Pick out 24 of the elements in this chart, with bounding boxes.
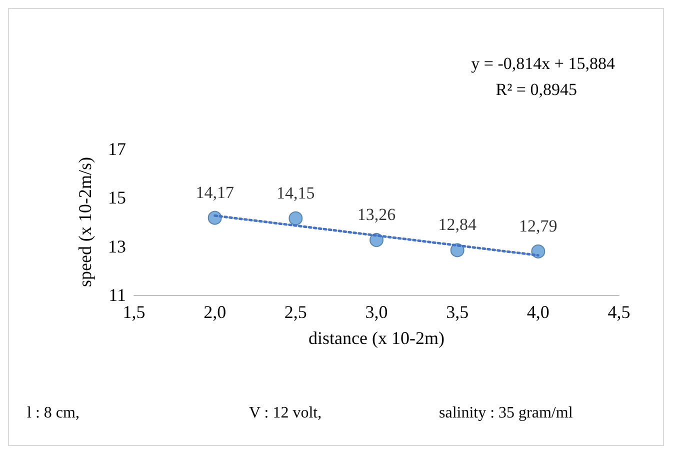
- x-tick-label: 4,5: [608, 302, 630, 322]
- data-label: 13,26: [357, 205, 396, 224]
- text: l : 8 cm,: [27, 404, 80, 422]
- data-label: 14,17: [196, 182, 234, 202]
- text: salinity : 35 gram/ml: [439, 404, 574, 422]
- data-label: 12,79: [519, 216, 558, 236]
- y-tick-label: 13: [108, 236, 126, 256]
- data-label: 12,84: [438, 215, 477, 234]
- text: V : 12 volt,: [249, 404, 322, 422]
- x-tick-label: 4,0: [526, 302, 550, 322]
- x-tick-label: 3,5: [446, 302, 469, 322]
- x-tick-label: 2,0: [204, 302, 226, 322]
- text: y = -0,814x + 15,884: [471, 54, 616, 73]
- point: [288, 211, 303, 226]
- x-tick-label: 1,5: [122, 302, 146, 322]
- y-axis-title: speed (x 10-2m/s): [75, 157, 95, 287]
- y-tick-label: 11: [108, 285, 126, 305]
- y-tick-label: 15: [108, 188, 126, 208]
- data-label: 14,15: [276, 183, 315, 202]
- x-tick-label: 3,0: [365, 302, 388, 322]
- y-tick-label: 17: [108, 139, 126, 159]
- x-axis-title: distance (x 10-2m): [308, 328, 444, 348]
- x-tick-label: 2,5: [284, 302, 307, 322]
- text: R² = 0,8945: [496, 80, 578, 99]
